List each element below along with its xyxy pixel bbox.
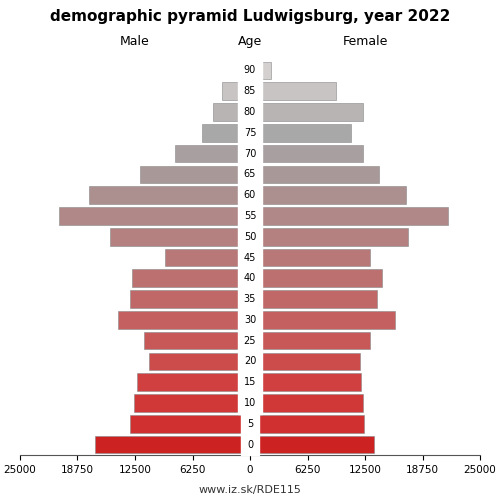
Bar xyxy=(250,332,370,349)
Bar xyxy=(250,82,336,100)
Bar xyxy=(222,82,250,100)
Bar xyxy=(144,332,250,349)
Bar xyxy=(250,352,360,370)
Bar xyxy=(174,144,250,162)
Text: 40: 40 xyxy=(244,274,256,283)
Text: 35: 35 xyxy=(244,294,256,304)
Text: 70: 70 xyxy=(244,148,256,158)
Bar xyxy=(96,436,250,454)
Bar xyxy=(250,248,370,266)
Bar xyxy=(137,374,250,391)
Text: Female: Female xyxy=(342,34,388,48)
Bar xyxy=(250,207,448,225)
Text: 15: 15 xyxy=(244,377,256,387)
Bar xyxy=(213,103,250,121)
Text: Age: Age xyxy=(238,34,262,48)
Bar xyxy=(250,374,362,391)
Text: www.iz.sk/RDE115: www.iz.sk/RDE115 xyxy=(198,485,302,495)
Bar xyxy=(140,166,250,183)
Bar xyxy=(202,124,250,142)
Bar xyxy=(250,103,363,121)
Bar xyxy=(250,166,379,183)
Text: 85: 85 xyxy=(244,86,256,96)
Bar xyxy=(250,415,364,432)
Text: 80: 80 xyxy=(244,107,256,117)
Text: 90: 90 xyxy=(244,66,256,76)
Bar xyxy=(132,270,250,287)
Bar xyxy=(250,62,271,79)
Bar xyxy=(166,248,250,266)
Bar xyxy=(89,186,250,204)
Text: 20: 20 xyxy=(244,356,256,366)
Bar xyxy=(149,352,250,370)
Bar xyxy=(130,290,250,308)
Text: 45: 45 xyxy=(244,252,256,262)
Bar xyxy=(250,394,363,412)
Bar xyxy=(250,436,374,454)
Bar xyxy=(134,394,250,412)
Bar xyxy=(250,228,408,246)
Text: 55: 55 xyxy=(244,211,256,221)
Text: 5: 5 xyxy=(247,419,253,429)
Bar xyxy=(244,62,250,79)
Bar xyxy=(250,186,406,204)
Bar xyxy=(110,228,250,246)
Text: 75: 75 xyxy=(244,128,256,138)
Text: 30: 30 xyxy=(244,315,256,325)
Bar xyxy=(250,311,396,328)
Bar xyxy=(130,415,250,432)
Text: 0: 0 xyxy=(247,440,253,450)
Text: 25: 25 xyxy=(244,336,256,345)
Bar xyxy=(118,311,250,328)
Text: Male: Male xyxy=(120,34,150,48)
Text: 10: 10 xyxy=(244,398,256,408)
Bar xyxy=(250,144,363,162)
Text: 60: 60 xyxy=(244,190,256,200)
Bar xyxy=(58,207,250,225)
Bar xyxy=(250,290,377,308)
Title: demographic pyramid Ludwigsburg, year 2022: demographic pyramid Ludwigsburg, year 20… xyxy=(50,9,450,24)
Text: 50: 50 xyxy=(244,232,256,241)
Text: 65: 65 xyxy=(244,170,256,179)
Bar xyxy=(250,124,351,142)
Bar xyxy=(250,270,382,287)
